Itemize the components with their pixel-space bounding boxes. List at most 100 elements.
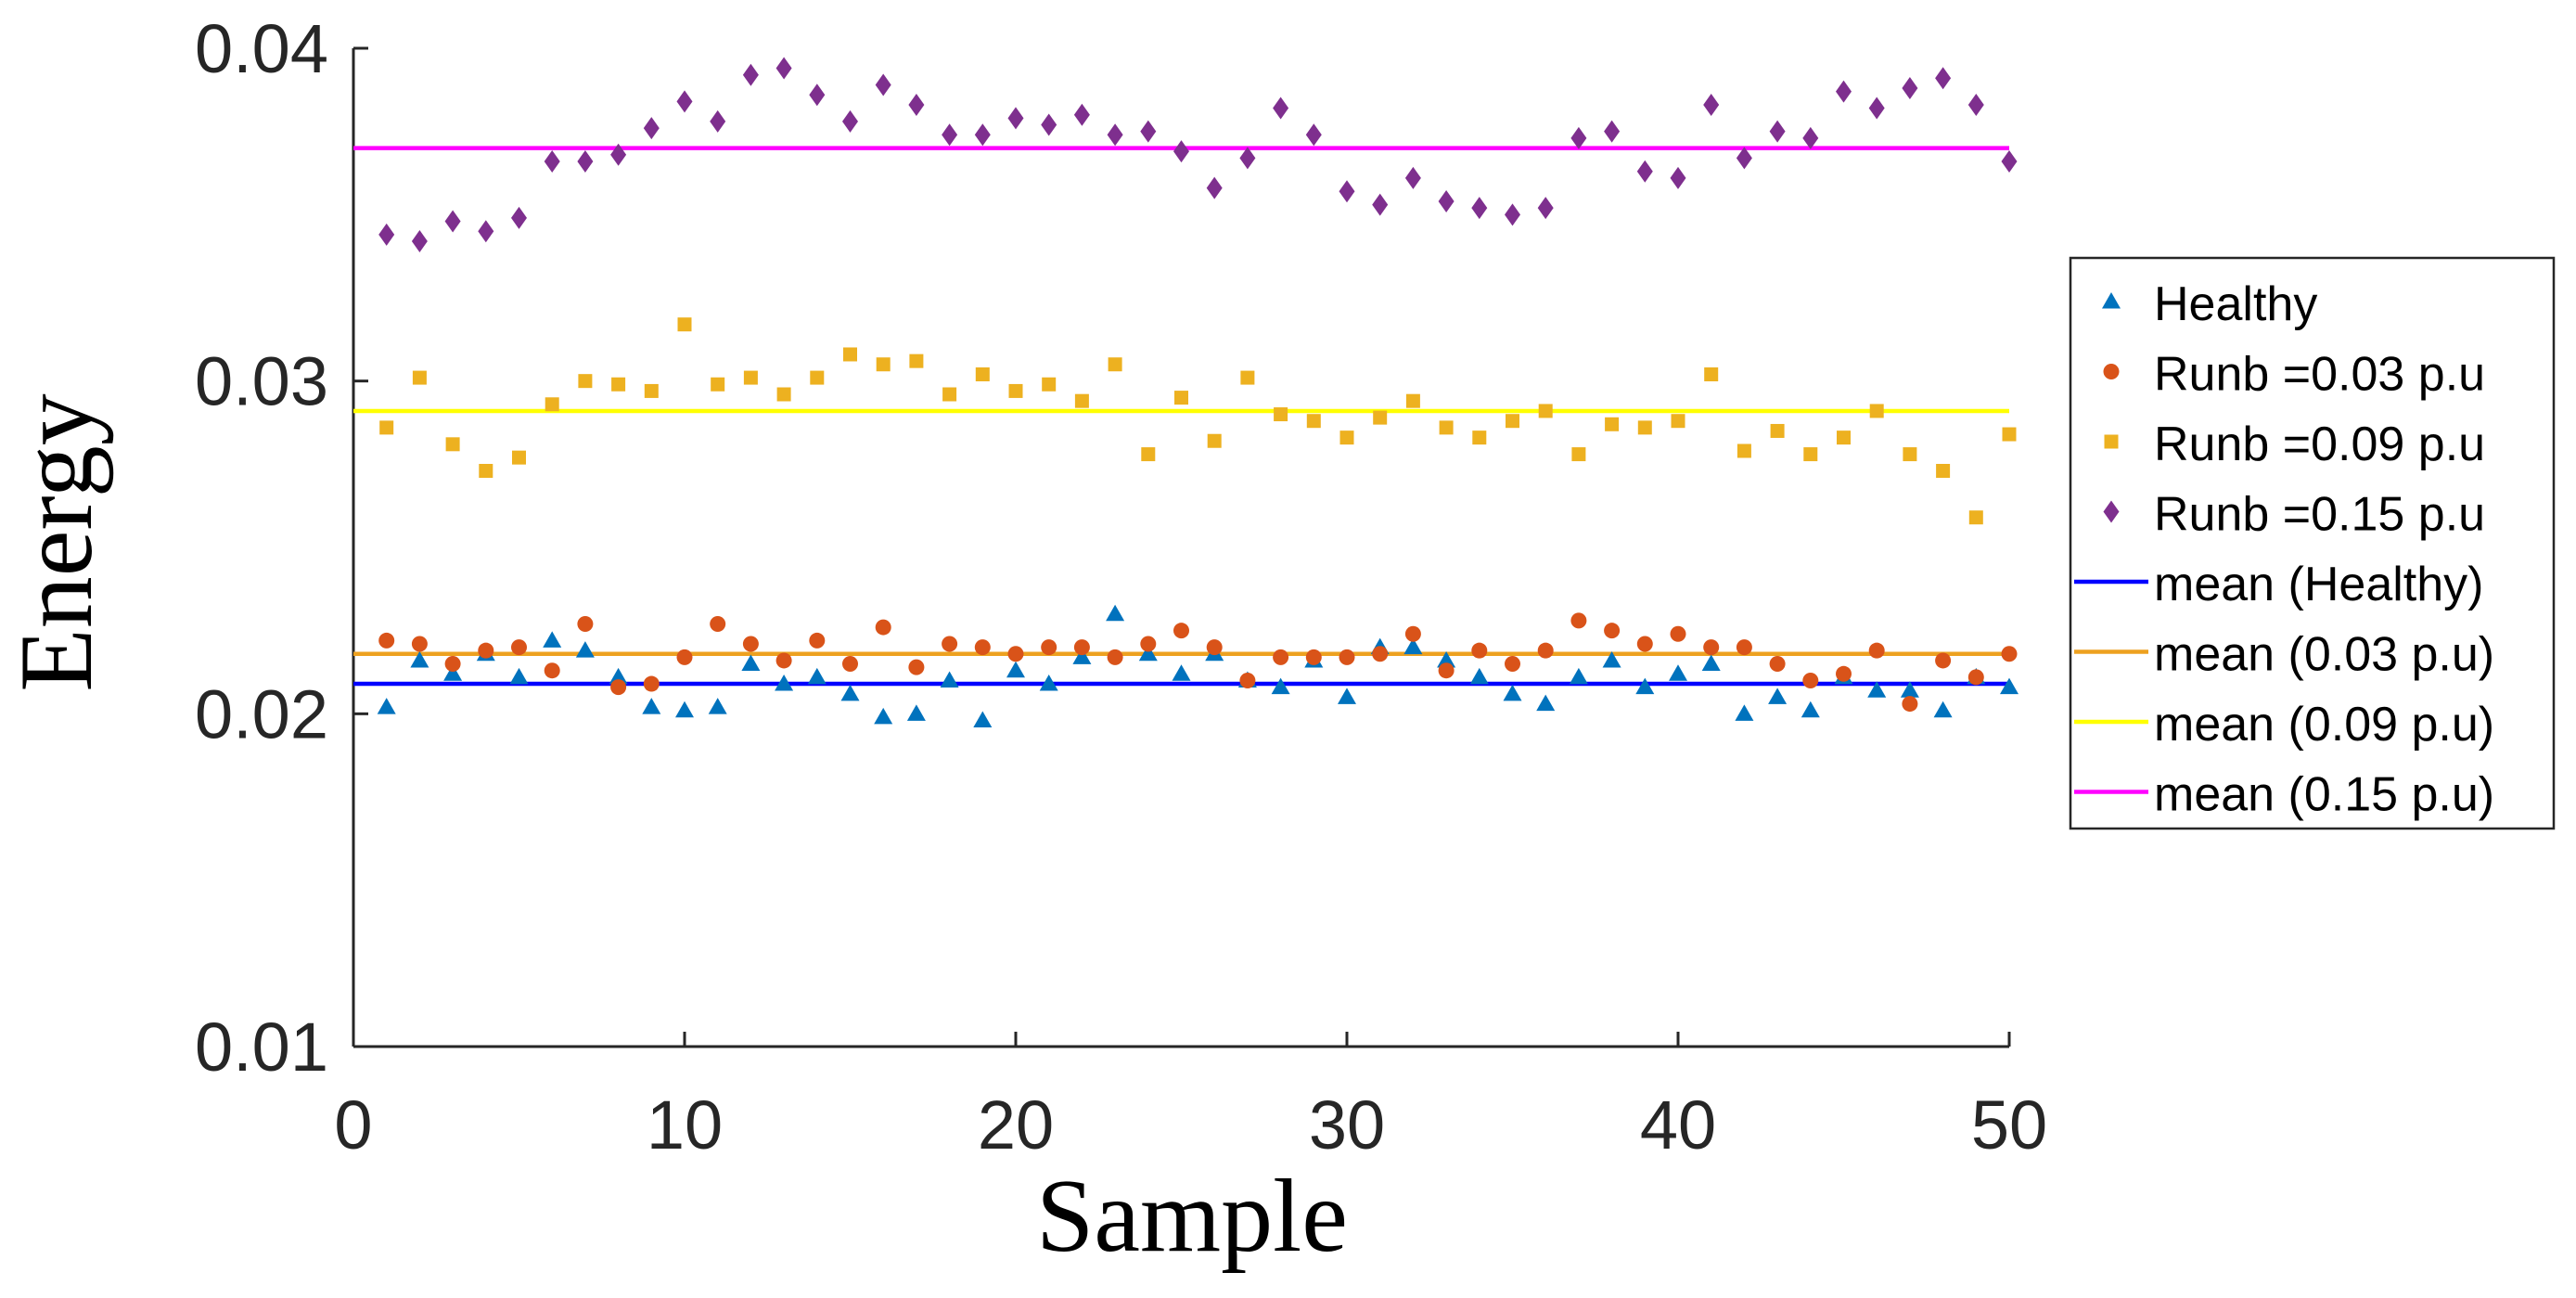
data-point [544, 149, 560, 173]
data-point [643, 117, 660, 140]
data-point [1869, 404, 1884, 418]
data-point [1108, 357, 1122, 372]
legend-label: Healthy [2154, 277, 2317, 331]
data-point [1571, 447, 1586, 462]
data-point [1636, 160, 1653, 183]
x-axis-title: Sample [1036, 1159, 1348, 1274]
data-point [609, 667, 628, 685]
data-point [807, 667, 827, 685]
data-point [1008, 383, 1023, 398]
data-point [1339, 649, 1355, 665]
legend: Healthy Runb =0.03 p.u Runb =0.09 p.u Runb … [2069, 256, 2556, 830]
data-point [611, 377, 626, 392]
data-point [1936, 464, 1951, 479]
data-point [1636, 636, 1653, 652]
data-point [1968, 510, 1983, 525]
data-point [710, 109, 726, 133]
data-point [2001, 149, 2018, 173]
x-ticks: 0 10 20 30 40 50 [334, 1032, 2047, 1163]
data-point [1107, 649, 1123, 665]
data-point [1138, 644, 1158, 662]
data-point [2000, 677, 2019, 695]
data-point [776, 387, 791, 402]
data-point [1703, 93, 1720, 116]
data-point [1671, 414, 1685, 429]
data-point [1703, 639, 1720, 656]
data-point [1802, 126, 1819, 149]
data-point [676, 90, 693, 113]
data-point [377, 698, 396, 714]
data-point [1042, 377, 1057, 392]
data-point [677, 317, 692, 332]
x-tick-label: 40 [1640, 1086, 1716, 1163]
data-point [842, 109, 858, 133]
y-tick-label: 0.04 [195, 10, 328, 87]
legend-label: mean (0.15 p.u) [2154, 768, 2494, 822]
data-point [875, 619, 891, 636]
data-point [1471, 642, 1488, 659]
data-point [942, 123, 958, 147]
x-tick-label: 0 [334, 1086, 372, 1163]
data-point [410, 650, 429, 668]
data-point [711, 377, 725, 392]
data-point [1867, 681, 1887, 698]
data-point [642, 698, 661, 714]
data-point [1206, 176, 1223, 199]
data-point [1536, 694, 1556, 712]
data-point [545, 397, 559, 412]
data-point [479, 464, 493, 479]
data-point [1505, 656, 1520, 673]
data-point [942, 636, 958, 652]
data-point [444, 656, 461, 673]
data-point [512, 450, 526, 465]
data-point [378, 632, 395, 649]
data-point [1403, 637, 1423, 655]
data-point [973, 711, 993, 728]
data-point [1704, 366, 1719, 381]
data-point [1770, 423, 1785, 438]
legend-label: Runb =0.09 p.u [2154, 418, 2485, 471]
data-point [1073, 639, 1090, 656]
data-point [1933, 700, 1953, 718]
data-point [908, 659, 925, 675]
y-ticks: 0.01 0.02 0.03 0.04 [195, 10, 368, 1086]
data-point [1173, 623, 1189, 639]
data-point [1768, 688, 1788, 704]
legend-label: mean (0.03 p.u) [2154, 628, 2494, 682]
data-point [1174, 391, 1188, 405]
data-point [1736, 147, 1752, 170]
data-point [411, 636, 428, 652]
data-point [742, 636, 759, 652]
legend-box [2069, 256, 2556, 830]
data-point [1903, 447, 1917, 462]
data-point [1041, 639, 1057, 656]
data-point [842, 656, 858, 673]
data-point [1902, 696, 1918, 713]
data-point [578, 374, 593, 389]
data-point [1701, 654, 1721, 672]
x-tick-label: 50 [1971, 1086, 2047, 1163]
legend-marker [2103, 500, 2120, 523]
data-point [577, 149, 594, 173]
data-point [1240, 370, 1255, 385]
data-point [1503, 684, 1522, 701]
data-point [1935, 67, 1952, 90]
data-point [1372, 193, 1389, 216]
data-point [2002, 427, 2017, 442]
data-point [710, 615, 726, 632]
data-point [1338, 688, 1356, 704]
data-point [478, 220, 494, 243]
data-point [1141, 447, 1156, 462]
data-point [775, 57, 792, 80]
data-point [1239, 147, 1256, 170]
data-point [1769, 656, 1786, 673]
data-point [741, 654, 761, 672]
data-point [1172, 664, 1191, 681]
data-point [1837, 431, 1851, 445]
data-point [1373, 410, 1388, 425]
data-point [909, 353, 924, 368]
data-point [1569, 667, 1588, 685]
data-point [1635, 677, 1655, 695]
data-point [1472, 431, 1487, 445]
data-point [511, 639, 527, 656]
